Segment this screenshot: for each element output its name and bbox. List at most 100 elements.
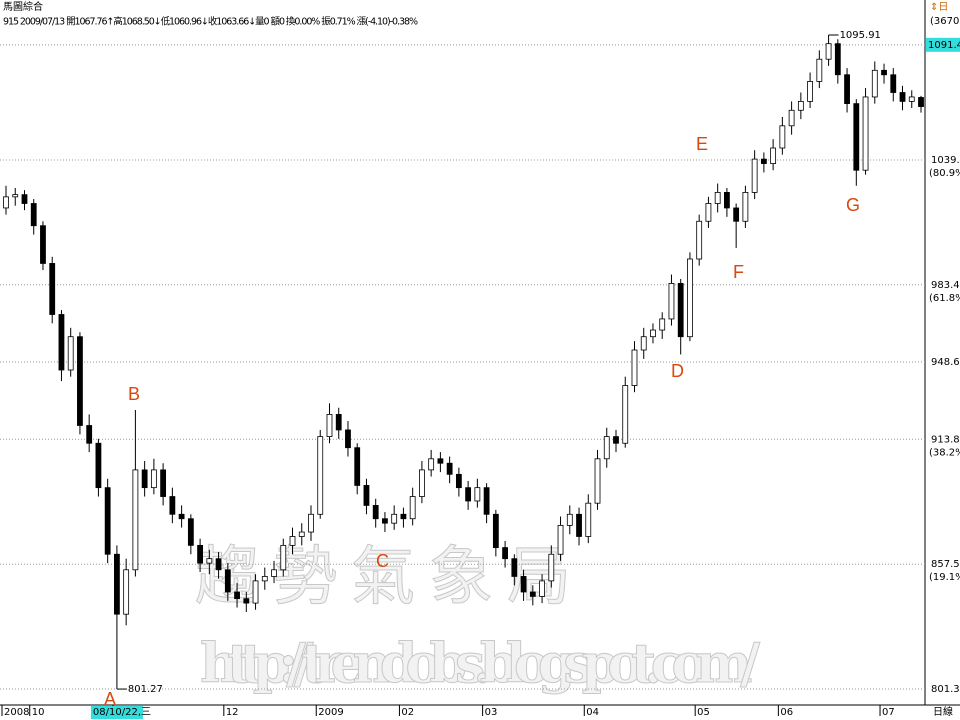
candle-body: [576, 513, 582, 537]
candle-body: [104, 487, 111, 555]
candle-body: [825, 43, 832, 60]
x-tick-label: 12: [226, 707, 239, 718]
candle-body: [419, 469, 425, 497]
y-tick-label: 983.4: [931, 280, 960, 291]
candle-body: [714, 192, 721, 204]
candle-body: [770, 147, 777, 164]
candle-body: [446, 462, 453, 475]
y-tick-label: 913.8: [931, 434, 960, 445]
annotation: E: [696, 134, 708, 154]
candle-body: [49, 263, 56, 315]
candle-body: [150, 469, 157, 489]
candle-body: [197, 544, 203, 564]
annotation: G: [846, 195, 860, 215]
candle-body: [594, 458, 601, 504]
candle-body: [391, 513, 398, 524]
fib-label: (61.8%): [929, 293, 960, 304]
candle-body: [548, 553, 555, 582]
candle-body: [326, 413, 333, 437]
candle-body: [613, 436, 619, 444]
y-tick-label: 857.5: [931, 559, 960, 570]
candle-body: [141, 469, 148, 489]
candle-body: [224, 569, 231, 593]
x-tick-label: 02: [401, 707, 414, 718]
candle-body: [400, 513, 407, 520]
x-tick-label: 10: [32, 707, 45, 718]
candle-body: [668, 283, 675, 320]
candle-body: [289, 536, 296, 546]
candle-body: [252, 580, 259, 604]
candle-body: [539, 580, 545, 597]
candle-body: [797, 100, 804, 111]
candle-body: [687, 258, 693, 338]
level-label: 1091.48: [928, 40, 960, 51]
candle-body: [733, 207, 740, 222]
corner-top: ⇕日: [930, 2, 948, 13]
candle-body: [631, 349, 638, 386]
candle-body: [483, 487, 490, 515]
candle-body: [123, 569, 130, 615]
candle-body: [650, 329, 656, 338]
candle-body: [529, 591, 536, 597]
candle-body: [215, 558, 222, 571]
candle-body: [677, 283, 684, 338]
candle-body: [520, 576, 527, 593]
candle-body: [280, 544, 287, 571]
fib-label: (80.9%): [929, 168, 960, 179]
y-tick-label: 948.6: [931, 357, 960, 368]
candle-body: [206, 558, 213, 564]
candle-body: [751, 158, 758, 193]
annotation: D: [671, 361, 684, 381]
candle-body: [354, 447, 361, 486]
max-label: 1095.91: [840, 30, 881, 41]
candle-body: [908, 96, 915, 102]
x-tick-label: 03: [485, 707, 498, 718]
candle-body: [455, 473, 462, 489]
candle-body: [372, 505, 379, 520]
candle-body: [853, 103, 860, 171]
candle-body: [696, 220, 703, 260]
min-label: 801.27: [128, 684, 163, 695]
candle-body: [169, 496, 176, 515]
candle-body: [243, 598, 250, 604]
candle-body: [3, 196, 9, 209]
candle-body: [308, 513, 314, 533]
y-tick-label: 801.3: [931, 684, 960, 695]
x-tick-label: 07: [882, 707, 895, 718]
candle-body: [640, 336, 647, 351]
candle-body: [844, 74, 850, 105]
candle-body: [363, 485, 370, 506]
candle-body: [474, 487, 481, 502]
candle-body: [779, 125, 786, 149]
candle-body: [12, 194, 19, 198]
candle-body: [492, 513, 499, 548]
fib-label: (38.2%): [929, 447, 960, 458]
candle-body: [40, 225, 46, 264]
candle-body: [816, 58, 823, 82]
candle-body: [298, 531, 305, 537]
candle-body: [21, 194, 28, 204]
watermark-url: http://trendobs.blogspot.com/: [200, 631, 760, 695]
candle-body: [585, 502, 592, 537]
candle-body: [114, 553, 120, 615]
x-tick-label: 2008: [4, 707, 29, 718]
annotation: A: [104, 689, 116, 709]
candle-body: [335, 413, 342, 431]
candle-body: [271, 569, 277, 577]
x-tick-label: 2009: [318, 707, 343, 718]
annotation: C: [376, 551, 389, 571]
corner-count: (3670): [930, 16, 960, 27]
candle-body: [30, 203, 37, 227]
candle-body: [918, 97, 924, 107]
candle-body: [502, 547, 508, 560]
x-tick-label: 08/10/22,三: [93, 707, 151, 718]
candle-body: [58, 314, 65, 371]
candle-body: [760, 158, 767, 164]
candle-body: [345, 429, 351, 449]
candle-body: [788, 109, 795, 127]
x-tick-label: 06: [780, 707, 793, 718]
candle-body: [409, 496, 416, 520]
x-tick-label: 05: [697, 707, 710, 718]
candle-body: [465, 487, 472, 502]
